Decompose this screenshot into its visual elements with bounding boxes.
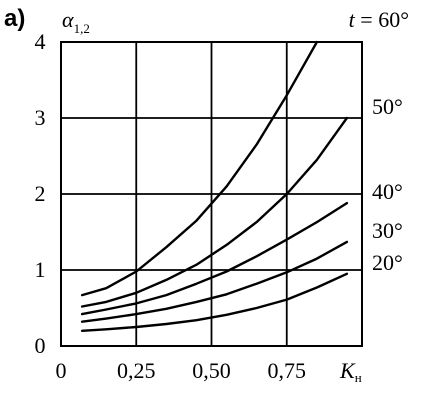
- chart-title: t = 60°: [349, 7, 409, 32]
- plot-area-border: [60, 41, 363, 347]
- series-labels: 50° 40° 30° 20°: [372, 94, 403, 275]
- title-equals: =: [355, 7, 378, 32]
- series-label-2: 40°: [372, 179, 403, 204]
- y-tick-label-2: 2: [35, 181, 46, 206]
- series-label-3: 30°: [372, 218, 403, 243]
- title-variable: t: [349, 7, 356, 32]
- y-tick-label-3: 3: [35, 105, 46, 130]
- x-tick-label-0: 0: [56, 358, 67, 383]
- series-line-3: [80, 240, 349, 323]
- y-axis-label: α1,2: [62, 7, 90, 36]
- x-tick-label-3: 0,75: [268, 358, 307, 383]
- plot-frame: [60, 41, 363, 347]
- series-line-1: [80, 116, 349, 308]
- y-tick-label-4: 4: [35, 29, 46, 54]
- panel-label: а): [4, 5, 25, 32]
- x-axis-label: Kн: [339, 358, 362, 385]
- x-tick-label-1: 0,25: [117, 358, 156, 383]
- series-line-0: [80, 40, 319, 297]
- y-tick-label-1: 1: [35, 257, 46, 282]
- series-label-4: 20°: [372, 250, 403, 275]
- y-axis-label-sub: 1,2: [74, 21, 90, 36]
- y-tick-label-0: 0: [35, 333, 46, 358]
- x-axis-label-main: K: [339, 358, 356, 383]
- y-axis-label-main: α: [62, 7, 74, 32]
- x-tick-labels: 0 0,25 0,50 0,75: [56, 358, 307, 383]
- series-label-1: 50°: [372, 94, 403, 119]
- x-axis-label-sub: н: [355, 370, 362, 385]
- series-line-4: [80, 272, 349, 332]
- x-tick-label-2: 0,50: [192, 358, 231, 383]
- title-value: 60°: [378, 7, 409, 32]
- grid: [61, 41, 362, 346]
- y-tick-labels: 0 1 2 3 4: [35, 29, 46, 358]
- series-line-2: [80, 201, 349, 316]
- series-curves: [80, 40, 349, 332]
